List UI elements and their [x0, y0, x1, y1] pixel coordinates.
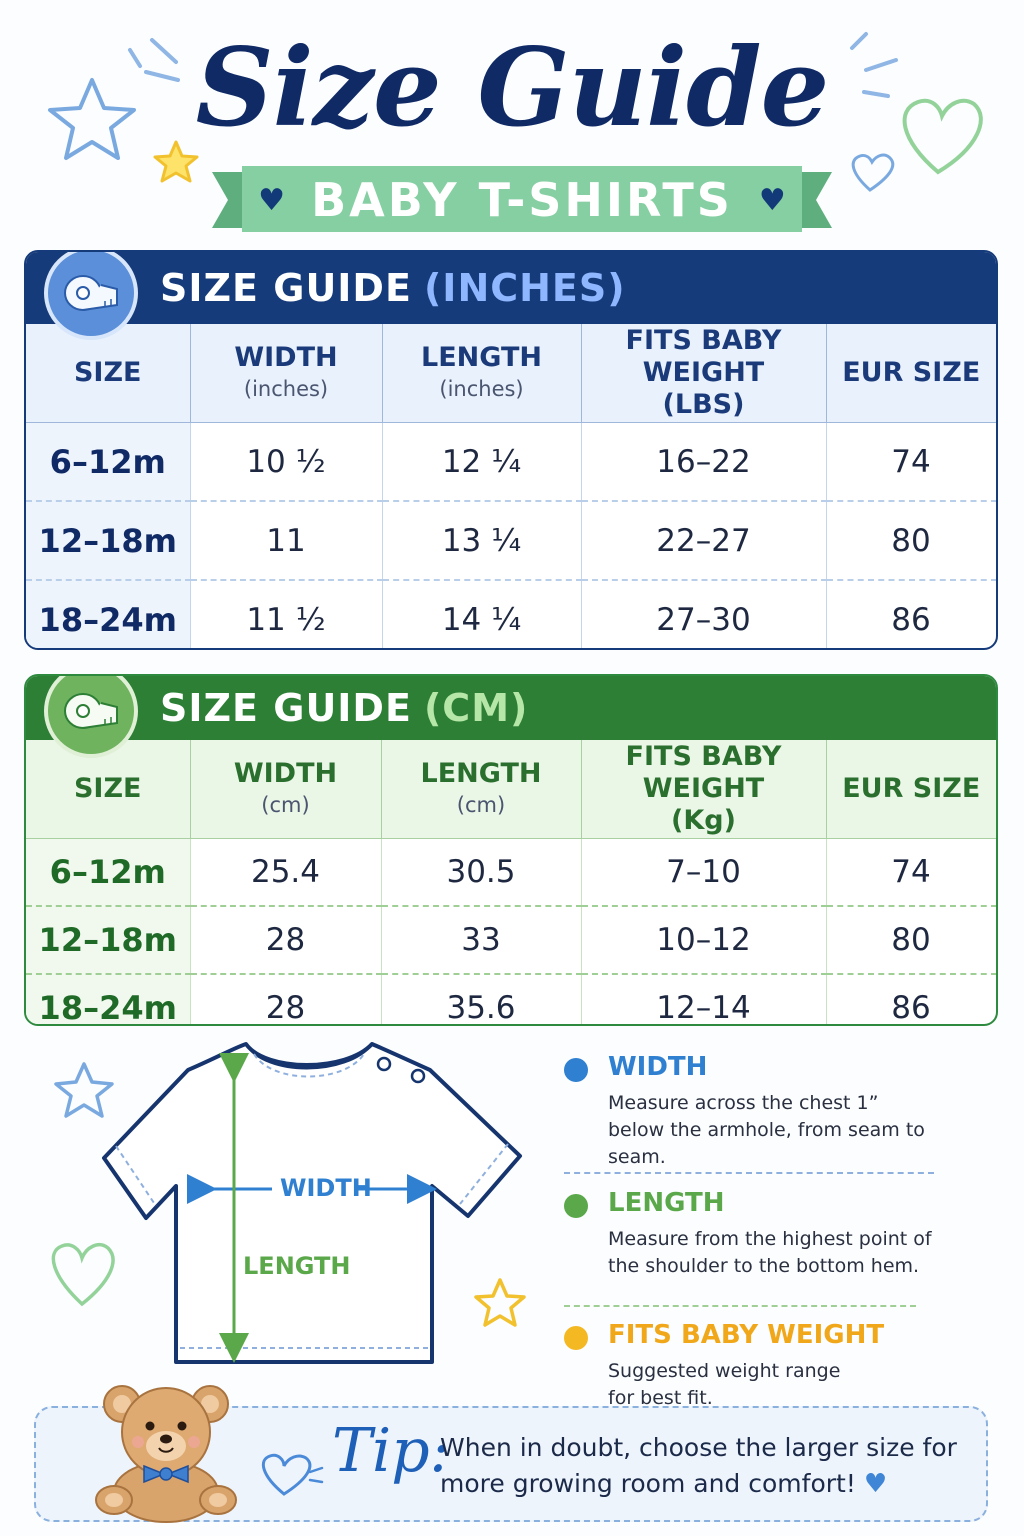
page-title: Size Guide [195, 25, 830, 151]
table-header-row: SIZE WIDTH (cm) LENGTH (cm) FITS BABY WEIG… [26, 740, 996, 839]
cell-weight: 7–10 [581, 838, 827, 907]
ribbon-shape [212, 166, 832, 232]
heart-icon [902, 98, 983, 175]
small-heart-icon [851, 153, 895, 192]
table-title: SIZE GUIDE [160, 686, 412, 730]
table-header: SIZE GUIDE (INCHES) [26, 252, 996, 340]
divider [564, 1172, 934, 1174]
cell-length: 12 ¼ [382, 422, 582, 502]
blue-dot-icon [564, 1058, 588, 1082]
table-title: SIZE GUIDE [160, 266, 412, 310]
tip-label: Tip: [332, 1416, 450, 1486]
tip-text: When in doubt, choose the larger size fo… [440, 1430, 960, 1502]
green-dot-icon [564, 1194, 588, 1218]
length-label: LENGTH [243, 1252, 351, 1280]
cell-size: 6–12m [26, 422, 191, 502]
cell-width: 28 [190, 974, 382, 1024]
size-table-cm: SIZE GUIDE (CM) SIZE WIDTH (cm) LENGTH (cm… [24, 674, 998, 1026]
measuring-tape-icon [44, 676, 138, 758]
legend-item-weight: FITS BABY WEIGHT Suggested weight range … [564, 1320, 944, 1409]
heart-doodle-icon [261, 1453, 324, 1496]
column-header-weight: FITS BABY WEIGHT (LBS) [581, 324, 827, 423]
cell-eur-size: 74 [826, 422, 996, 502]
table-row: 6–12m 10 ½ 12 ¼ 16–22 74 [26, 422, 996, 502]
tshirt-outline [102, 1042, 522, 1364]
cell-weight: 12–14 [581, 974, 827, 1024]
column-header-weight: FITS BABY WEIGHT (Kg) [581, 740, 827, 839]
column-header-length: LENGTH (cm) [381, 740, 582, 839]
cell-eur-size: 86 [826, 974, 996, 1024]
column-header-length: LENGTH (inches) [382, 324, 582, 423]
cell-width: 28 [190, 906, 382, 975]
heart-icon: ♥ [258, 182, 286, 218]
yellow-star-icon [474, 1278, 526, 1327]
column-header-eur-size: EUR SIZE [826, 324, 996, 423]
table-row: 18–24m 11 ½ 14 ¼ 27–30 86 [26, 580, 996, 648]
subtitle: BABY T-SHIRTS [311, 173, 733, 227]
cell-size: 12–18m [26, 906, 191, 975]
column-header-width: WIDTH (inches) [190, 324, 383, 423]
table-row: 12–18m 28 33 10–12 80 [26, 906, 996, 975]
legend-description: Measure from the highest point of the sh… [608, 1228, 932, 1277]
cell-length: 30.5 [381, 838, 582, 907]
column-header-width: WIDTH (cm) [190, 740, 382, 839]
cell-size: 12–18m [26, 501, 191, 581]
column-header-size: SIZE [26, 324, 191, 423]
legend-description: Measure across the chest 1” below the ar… [608, 1092, 925, 1168]
column-header-size: SIZE [26, 740, 191, 839]
yellow-dot-icon [564, 1326, 588, 1350]
table-unit: (CM) [423, 686, 529, 730]
table-header-row: SIZE WIDTH (inches) LENGTH (inches) FITS B… [26, 324, 996, 423]
cell-width: 25.4 [190, 838, 382, 907]
cell-size: 6–12m [26, 838, 191, 907]
star-outline-icon [54, 1062, 114, 1118]
cell-weight: 10–12 [581, 906, 827, 975]
cell-length: 35.6 [381, 974, 582, 1024]
small-star-icon [153, 140, 199, 183]
cell-width: 10 ½ [190, 422, 383, 502]
legend-description: Suggested weight range for best fit. [608, 1360, 841, 1409]
heart-outline-icon [51, 1243, 115, 1307]
cell-eur-size: 86 [826, 580, 996, 648]
cm-table: SIZE WIDTH (cm) LENGTH (cm) FITS BABY WEIG… [26, 740, 996, 1024]
cell-length: 14 ¼ [382, 580, 582, 648]
heart-icon: ♥ [863, 1469, 888, 1499]
table-row: 18–24m 28 35.6 12–14 86 [26, 974, 996, 1024]
cell-weight: 27–30 [581, 580, 827, 648]
tshirt-diagram [102, 1042, 522, 1364]
legend-title: WIDTH [608, 1052, 708, 1082]
divider [564, 1305, 916, 1307]
cell-weight: 16–22 [581, 422, 827, 502]
cell-size: 18–24m [26, 974, 191, 1024]
table-row: 6–12m 25.4 30.5 7–10 74 [26, 838, 996, 907]
cell-length: 33 [381, 906, 582, 975]
star-icon [48, 78, 136, 160]
cell-length: 13 ¼ [382, 501, 582, 581]
cell-size: 18–24m [26, 580, 191, 648]
legend-title: FITS BABY WEIGHT [608, 1320, 885, 1350]
cell-eur-size: 80 [826, 906, 996, 975]
table-header: SIZE GUIDE (CM) [26, 676, 996, 758]
heart-icon: ♥ [758, 182, 786, 218]
inches-table: SIZE WIDTH (inches) LENGTH (inches) FITS B… [26, 324, 996, 648]
cell-eur-size: 74 [826, 838, 996, 907]
table-unit: (INCHES) [423, 266, 626, 310]
cell-width: 11 ½ [190, 580, 383, 648]
size-table-inches: SIZE GUIDE (INCHES) SIZE WIDTH (inches) L… [24, 250, 998, 650]
column-header-eur-size: EUR SIZE [826, 740, 996, 839]
legend-item-width: WIDTH Measure across the chest 1” below … [564, 1052, 944, 1168]
tip-message: When in doubt, choose the larger size fo… [440, 1433, 957, 1498]
cell-width: 11 [190, 501, 383, 581]
teddy-bear-icon [95, 1385, 237, 1523]
cell-eur-size: 80 [826, 501, 996, 581]
legend-item-length: LENGTH Measure from the highest point of… [564, 1188, 944, 1302]
width-label: WIDTH [280, 1174, 372, 1202]
cell-weight: 22–27 [581, 501, 827, 581]
table-row: 12–18m 11 13 ¼ 22–27 80 [26, 501, 996, 581]
legend-title: LENGTH [608, 1188, 725, 1218]
subtitle-banner: ♥ BABY T-SHIRTS ♥ [212, 162, 832, 238]
measuring-tape-icon [44, 252, 138, 340]
